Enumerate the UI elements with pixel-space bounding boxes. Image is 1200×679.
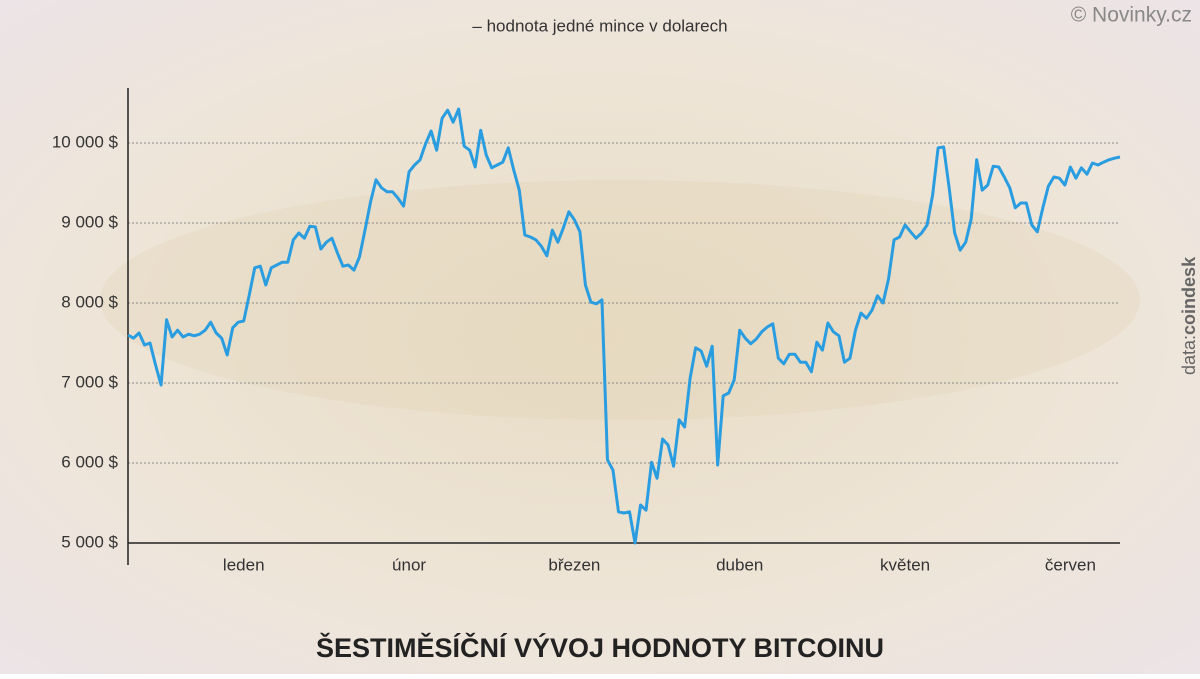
chart-title: ŠESTIMĚSÍČNÍ VÝVOJ HODNOTY BITCOINU: [316, 632, 884, 663]
subtitle: – hodnota jedné mince v dolarech: [472, 16, 727, 35]
y-tick-label: 9 000 $: [61, 212, 118, 231]
y-tick-label: 10 000 $: [52, 132, 119, 151]
x-tick-label: březen: [548, 555, 600, 574]
credit: © Novinky.cz: [1071, 4, 1192, 27]
y-tick-label: 8 000 $: [61, 292, 118, 311]
source-group: data:coindesk: [1179, 256, 1199, 375]
y-tick-label: 7 000 $: [61, 372, 118, 391]
x-tick-label: duben: [716, 555, 763, 574]
x-tick-label: únor: [392, 555, 426, 574]
x-tick-label: červen: [1045, 555, 1096, 574]
x-tick-label: leden: [223, 555, 265, 574]
source-label-text: data:: [1179, 335, 1199, 375]
price-line: [127, 107, 1121, 545]
source-text: coindesk: [1179, 256, 1199, 335]
coin-decor: [100, 180, 1140, 420]
source-label: data:coindesk: [1179, 256, 1199, 375]
y-tick-label: 5 000 $: [61, 532, 118, 551]
y-tick-label: 6 000 $: [61, 452, 118, 471]
x-tick-label: květen: [880, 555, 930, 574]
